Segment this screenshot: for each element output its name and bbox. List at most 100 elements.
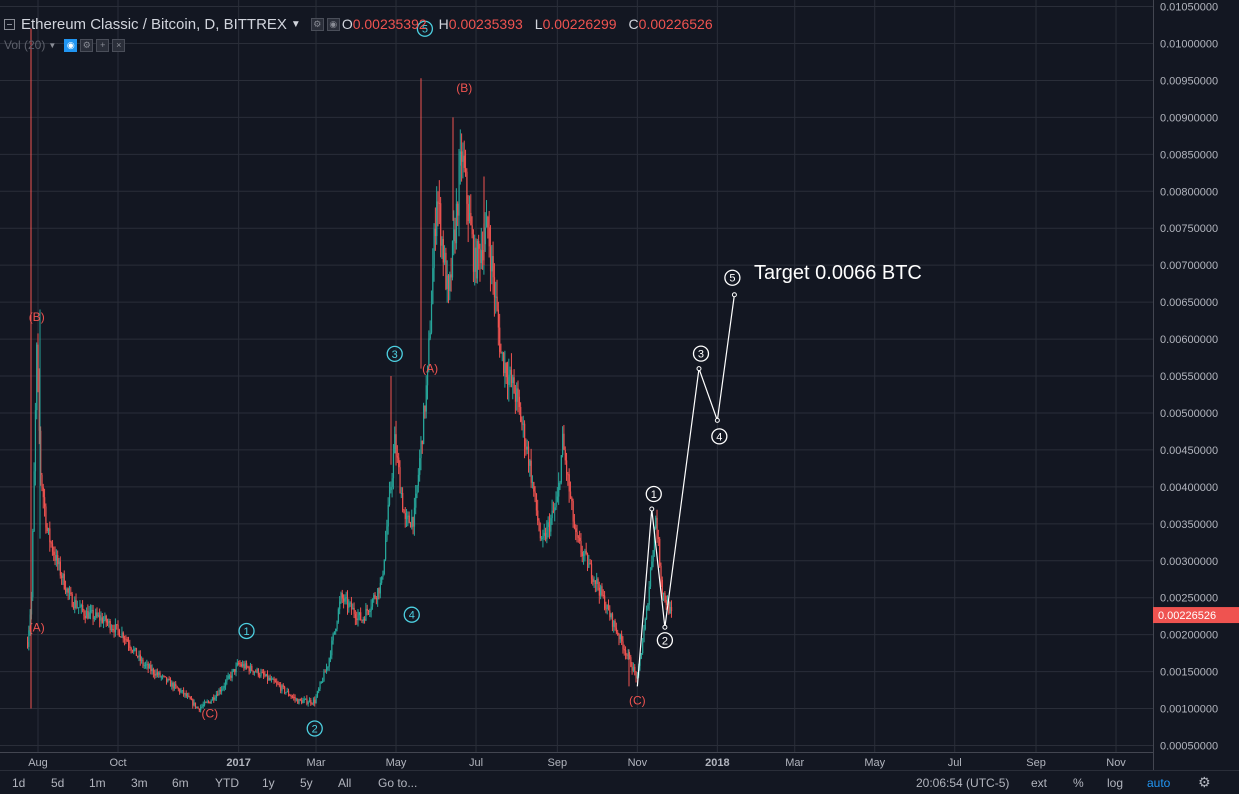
log-toggle[interactable]: log (1107, 776, 1124, 790)
volume-label[interactable]: Vol (20) (4, 38, 46, 52)
candle-body (501, 352, 503, 354)
candle-body (38, 381, 41, 431)
candle-body (201, 706, 203, 708)
candle-body (93, 617, 96, 619)
candle-body (348, 603, 350, 608)
close-icon[interactable]: × (112, 38, 126, 52)
candle-body (150, 665, 152, 671)
candle-body (206, 701, 208, 703)
candle-body (495, 296, 497, 298)
wave-label-impulse: 5 (422, 24, 428, 36)
range-5d[interactable]: 5d (51, 776, 65, 790)
candle-body (345, 597, 347, 599)
candle-body (407, 515, 409, 517)
candle-body (134, 647, 136, 650)
candle-body (625, 650, 627, 655)
candle-body (236, 663, 239, 666)
candle-body (40, 430, 42, 475)
candle-body (639, 658, 641, 666)
goto-button[interactable]: Go to... (378, 776, 418, 790)
last-price-badge (1153, 607, 1239, 624)
candle-body (198, 708, 201, 711)
candle-body (162, 675, 164, 677)
candle-body (151, 668, 153, 671)
candle-body (79, 606, 81, 608)
price-axis[interactable]: 0.01050000 0.01000000 0.00950000 0.00900000… (1160, 2, 1218, 753)
candle-body (89, 610, 92, 613)
collapse-icon[interactable] (4, 18, 15, 30)
candle-body (434, 228, 437, 237)
add-icon[interactable]: + (96, 38, 110, 52)
eye-icon[interactable]: ◉ (64, 38, 78, 52)
y-tick-label: 0.00150000 (1160, 667, 1218, 679)
ohlc-low: L0.00226299 (534, 16, 617, 32)
candle-body (142, 659, 144, 666)
projection-circle (692, 345, 710, 362)
candle-body (226, 678, 228, 682)
range-1m[interactable]: 1m (89, 776, 106, 790)
candle-body (580, 541, 582, 553)
candle-body (269, 677, 271, 681)
x-tick-label: May (386, 757, 407, 769)
settings-icon[interactable]: ⚙ (80, 38, 94, 52)
candle-body (87, 610, 89, 619)
candle-body (566, 460, 568, 475)
candle-body (286, 690, 288, 693)
candle-body (482, 250, 484, 261)
candle-body (350, 602, 353, 610)
candle-body (399, 467, 401, 494)
ohlc-high: H0.00235393 (438, 16, 523, 32)
candle-body (88, 612, 90, 619)
candle-body (567, 474, 569, 476)
gear-icon[interactable]: ⚙ (1198, 774, 1211, 790)
candle-body (63, 573, 65, 589)
candle-body (613, 620, 615, 627)
candle-body (516, 388, 518, 402)
percent-toggle[interactable]: % (1073, 776, 1084, 790)
candle-body (29, 614, 31, 631)
range-1y[interactable]: 1y (262, 776, 275, 790)
format-icon[interactable]: ◉ (326, 17, 340, 31)
time-axis[interactable]: Aug Oct 2017 Mar May Jul Sep Nov 2018 Mar May Jul Se… (28, 757, 1126, 769)
candle-body (287, 690, 290, 695)
candle-body (238, 663, 240, 665)
candle-body (558, 482, 560, 497)
range-1d[interactable]: 1d (12, 776, 26, 790)
candle-body (385, 540, 387, 560)
wave-label-impulse: 3 (392, 349, 398, 361)
candle-body (278, 684, 281, 686)
symbol-title[interactable]: Ethereum Classic / Bitcoin, D, BITTREX (21, 15, 287, 33)
range-5y[interactable]: 5y (300, 776, 313, 790)
chevron-down-icon[interactable]: ▼ (48, 40, 57, 50)
candle-body (392, 453, 395, 479)
candle-body (70, 592, 72, 594)
auto-toggle[interactable]: auto (1147, 776, 1171, 790)
range-all[interactable]: All (338, 776, 352, 790)
settings-icon[interactable]: ⚙ (310, 17, 324, 31)
candle-body (341, 593, 343, 599)
candle-body (486, 216, 488, 228)
candle-body (232, 669, 235, 672)
wave-label-corrective: (B) (456, 81, 472, 95)
range-ytd[interactable]: YTD (215, 776, 239, 790)
candle-body (601, 586, 603, 596)
candle-body (524, 423, 526, 447)
ext-toggle[interactable]: ext (1031, 776, 1048, 790)
range-3m[interactable]: 3m (131, 776, 148, 790)
range-6m[interactable]: 6m (172, 776, 189, 790)
chevron-down-icon[interactable]: ▼ (290, 18, 301, 30)
candle-body (554, 507, 556, 511)
candle-body (424, 405, 426, 412)
candle-body (57, 555, 59, 565)
candle-body (324, 671, 326, 673)
candle-body (489, 246, 492, 272)
candle-body (597, 578, 599, 588)
candle-body (167, 679, 169, 682)
bottom-toolbar: 1d 5d 1m 3m 6m YTD 1y 5y All Go to... 20… (0, 770, 1239, 794)
candle-body (82, 604, 84, 611)
y-tick-label: 0.00500000 (1160, 408, 1218, 420)
candle-body (465, 167, 467, 172)
candle-body (592, 578, 594, 582)
x-tick-label: 2017 (226, 757, 250, 769)
